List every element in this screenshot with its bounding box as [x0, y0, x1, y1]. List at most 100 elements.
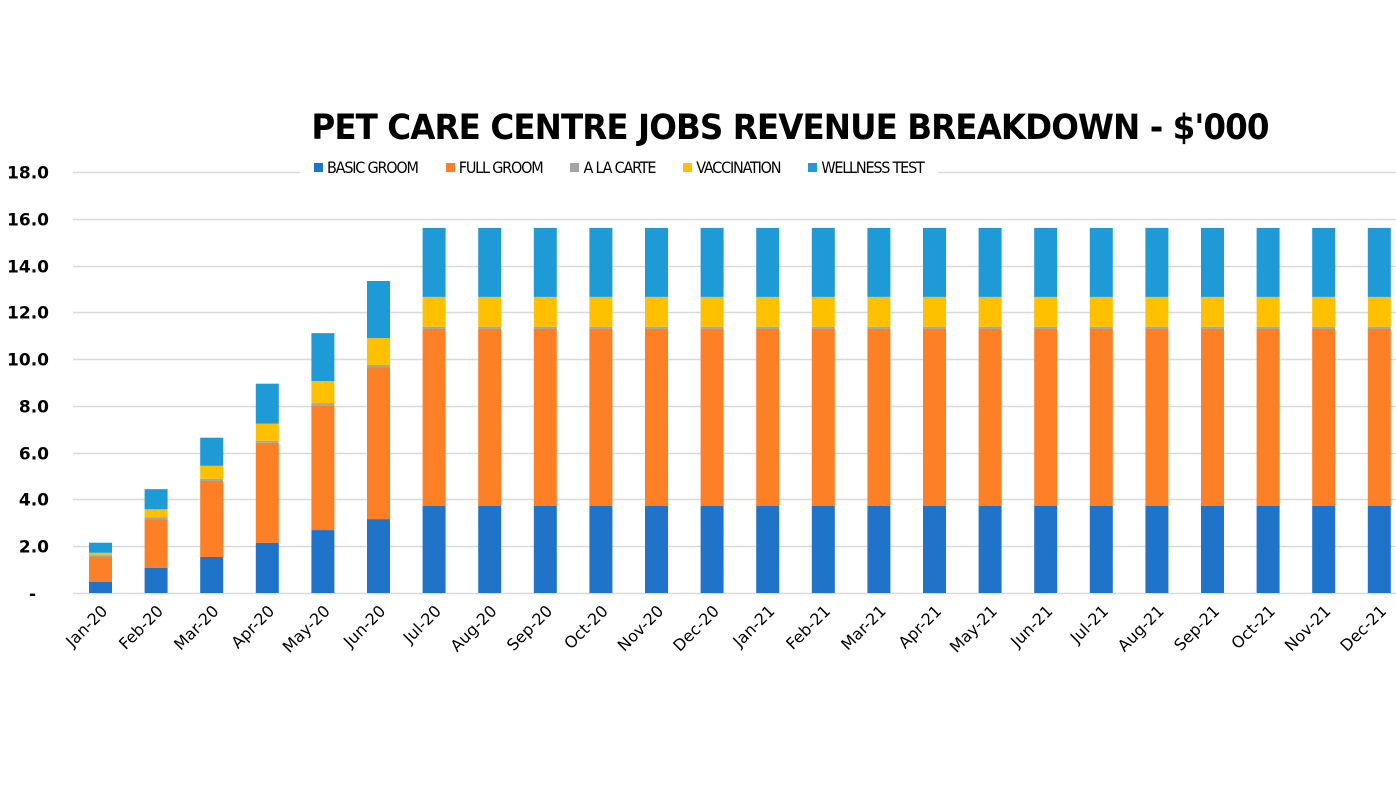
bar-segment-basic-groom: [367, 519, 390, 593]
x-tick-label: May-20: [279, 601, 334, 656]
x-tick-label: Jan-21: [728, 601, 778, 651]
x-tick-label: Jul-20: [399, 601, 445, 647]
bar-stack: [144, 489, 168, 593]
bar-segment-wellness-test: [645, 227, 668, 297]
bar-segment-vaccination: [1201, 296, 1224, 327]
bar-stack: [978, 227, 1002, 593]
bar-segment-vaccination: [311, 381, 335, 404]
legend-swatch: [683, 162, 693, 172]
bar-segment-basic-groom: [589, 505, 613, 593]
x-tick-label: Sep-20: [503, 601, 556, 654]
bar-segment-a-la-carte: [1145, 326, 1169, 329]
bar-segment-basic-groom: [1367, 505, 1391, 593]
bar-segment-vaccination: [478, 296, 502, 327]
bar-stack: [1256, 227, 1280, 593]
bar-segment-basic-groom: [1034, 505, 1058, 593]
bar-segment-full-groom: [311, 405, 335, 531]
bar-segment-basic-groom: [700, 505, 724, 593]
bar-segment-a-la-carte: [1089, 326, 1113, 329]
bar-stack: [200, 437, 224, 593]
bar-segment-a-la-carte: [923, 326, 946, 329]
x-axis: Jan-20 Feb-20 Mar-20 Apr-20 May-20 Jun-20 Jul-…: [61, 601, 1390, 656]
bar-segment-full-groom: [811, 328, 835, 506]
bar-segment-wellness-test: [589, 227, 613, 297]
bar-stack: [1034, 227, 1058, 593]
bar-segment-full-groom: [589, 328, 613, 506]
bar-segment-vaccination: [923, 296, 946, 327]
bar-segment-full-groom: [422, 328, 446, 506]
bar-segment-a-la-carte: [533, 326, 557, 329]
bar-segment-wellness-test: [200, 437, 224, 466]
bar-segment-vaccination: [200, 465, 224, 479]
y-tick-label: 18.0: [7, 164, 49, 184]
legend-item-a-la-carte[interactable]: A LA CARTE: [570, 158, 656, 177]
x-tick-label: Oct-20: [560, 601, 611, 652]
bar-stack: [255, 383, 279, 593]
bar-stack: [1367, 227, 1391, 593]
bar-segment-wellness-test: [1201, 227, 1224, 297]
bar-segment-wellness-test: [978, 227, 1002, 297]
bar-stack: [311, 333, 335, 593]
bar-stack: [811, 227, 835, 593]
bar-stack: [367, 280, 390, 593]
x-tick-label: Mar-21: [837, 601, 890, 654]
bar-segment-basic-groom: [1256, 505, 1280, 593]
bar-segment-full-groom: [200, 480, 224, 557]
bar-segment-full-groom: [645, 328, 668, 506]
y-tick-label: -: [29, 585, 36, 605]
bar-segment-vaccination: [1089, 296, 1113, 327]
bar-segment-wellness-test: [867, 227, 891, 297]
bar-segment-basic-groom: [533, 505, 557, 593]
legend-swatch: [445, 162, 455, 172]
x-tick-label: Dec-20: [669, 601, 723, 655]
bar-segment-full-groom: [1256, 328, 1280, 506]
y-tick-label: 4.0: [19, 491, 49, 511]
bar-segment-vaccination: [1034, 296, 1058, 327]
legend-item-full-groom[interactable]: FULL GROOM: [445, 157, 544, 177]
bar-segment-vaccination: [1312, 296, 1336, 327]
y-axis: - 2.0 4.0 6.0 8.0 10.0 12.0 14.0 16.0 18.0: [7, 164, 49, 605]
bar-segment-a-la-carte: [867, 326, 891, 329]
bar-segment-a-la-carte: [478, 326, 502, 329]
bar-segment-a-la-carte: [422, 326, 446, 329]
bar-segment-basic-groom: [311, 530, 335, 593]
legend-label: FULL GROOM: [458, 157, 544, 177]
bar-stack: [867, 227, 891, 593]
bar-segment-a-la-carte: [645, 326, 668, 329]
bar-segment-full-groom: [1034, 328, 1058, 506]
x-tick-label: Jul-21: [1066, 601, 1112, 647]
legend-item-vaccination[interactable]: VACCINATION: [683, 157, 782, 177]
bar-segment-vaccination: [367, 338, 390, 365]
bar-segment-vaccination: [645, 296, 668, 327]
bar-segment-a-la-carte: [1201, 326, 1224, 329]
bar-segment-basic-groom: [867, 505, 891, 593]
bar-segment-full-groom: [756, 328, 780, 506]
bar-segment-full-groom: [978, 328, 1002, 506]
bar-segment-full-groom: [367, 367, 390, 520]
legend-item-basic-groom[interactable]: BASIC GROOM: [314, 158, 419, 177]
legend-item-wellness-test[interactable]: WELLNESS TEST: [808, 158, 925, 177]
bar-segment-vaccination: [1145, 296, 1169, 327]
legend-swatch: [314, 162, 323, 172]
x-tick-label: Jun-20: [339, 601, 389, 651]
bar-stack: [1145, 227, 1169, 593]
x-tick-label: Aug-20: [447, 601, 501, 655]
bar-segment-basic-groom: [1201, 505, 1224, 593]
bar-segment-vaccination: [700, 296, 724, 327]
legend-swatch: [808, 162, 818, 172]
bar-segment-full-groom: [700, 328, 724, 506]
bar-segment-basic-groom: [1145, 505, 1169, 593]
bar-segment-full-groom: [533, 328, 557, 506]
bar-segment-wellness-test: [144, 489, 168, 510]
legend-label: VACCINATION: [696, 157, 781, 177]
bar-segment-basic-groom: [89, 582, 112, 593]
chart-title: PET CARE CENTRE JOBS REVENUE BREAKDOWN -…: [311, 108, 1269, 148]
bar-segment-vaccination: [255, 423, 279, 441]
bar-segment-a-la-carte: [367, 364, 390, 368]
bar-segment-full-groom: [144, 519, 168, 568]
bar-segment-vaccination: [1256, 296, 1280, 327]
bar-segment-vaccination: [533, 296, 557, 327]
bar-segment-a-la-carte: [1367, 326, 1391, 329]
bar-segment-full-groom: [255, 442, 279, 543]
x-tick-label: Mar-20: [170, 601, 223, 654]
